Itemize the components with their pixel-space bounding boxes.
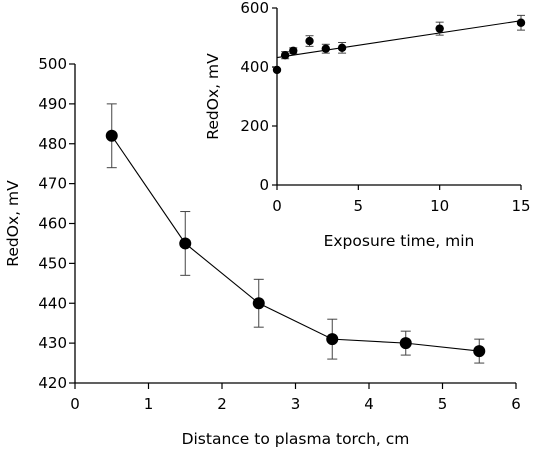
inset-x-tick-label: 15	[511, 197, 530, 215]
inset-data-point	[337, 43, 347, 53]
inset-y-tick-label: 200	[240, 117, 269, 135]
inset-data-point	[280, 51, 290, 60]
main-x-axis-title: Distance to plasma torch, cm	[182, 430, 410, 448]
inset-data-point	[289, 46, 298, 55]
main-data-point	[399, 337, 412, 350]
main-y-tick-label: 500	[38, 55, 67, 73]
main-y-tick-label: 420	[38, 374, 67, 392]
main-x-tick-label: 1	[144, 395, 154, 413]
main-x-tick-label: 3	[291, 395, 301, 413]
main-x-tick-label: 6	[511, 395, 521, 413]
inset-data-point	[305, 36, 314, 46]
main-series-line	[111, 135, 480, 352]
main-y-tick-label: 440	[38, 294, 67, 312]
main-data-point	[105, 129, 118, 142]
main-y-tick-label: 450	[38, 254, 67, 272]
inset-data-point	[321, 44, 330, 53]
inset-x-tick-label: 10	[430, 197, 449, 215]
main-y-tick-label: 430	[38, 334, 67, 352]
inset-x-tick-label: 0	[272, 197, 282, 215]
inset-data-point	[272, 65, 282, 75]
inset-x-tick-label: 5	[354, 197, 364, 215]
main-data-point	[179, 237, 192, 250]
inset-y-tick-label: 600	[240, 0, 269, 17]
main-data-point	[326, 333, 339, 346]
main-x-tick-label: 5	[438, 395, 448, 413]
inset-x-axis-title: Exposure time, min	[324, 232, 475, 250]
main-y-axis-title: RedOx, mV	[4, 180, 22, 267]
main-x-tick-label: 4	[364, 395, 374, 413]
inset-y-tick-label: 400	[240, 58, 269, 76]
inset-trendline	[276, 20, 522, 59]
main-data-point	[252, 297, 265, 310]
inset-y-tick-label: 0	[259, 176, 269, 194]
main-y-tick-label: 480	[38, 135, 67, 153]
inset-data-point	[516, 18, 526, 27]
main-data-point	[473, 345, 486, 358]
main-y-tick-label: 460	[38, 215, 67, 233]
inset-data-point	[435, 24, 444, 33]
main-x-tick-label: 0	[70, 395, 80, 413]
inset-y-axis-title: RedOx, mV	[204, 53, 222, 140]
main-x-tick-label: 2	[217, 395, 227, 413]
main-y-tick-label: 470	[38, 175, 67, 193]
main-y-tick-label: 490	[38, 95, 67, 113]
